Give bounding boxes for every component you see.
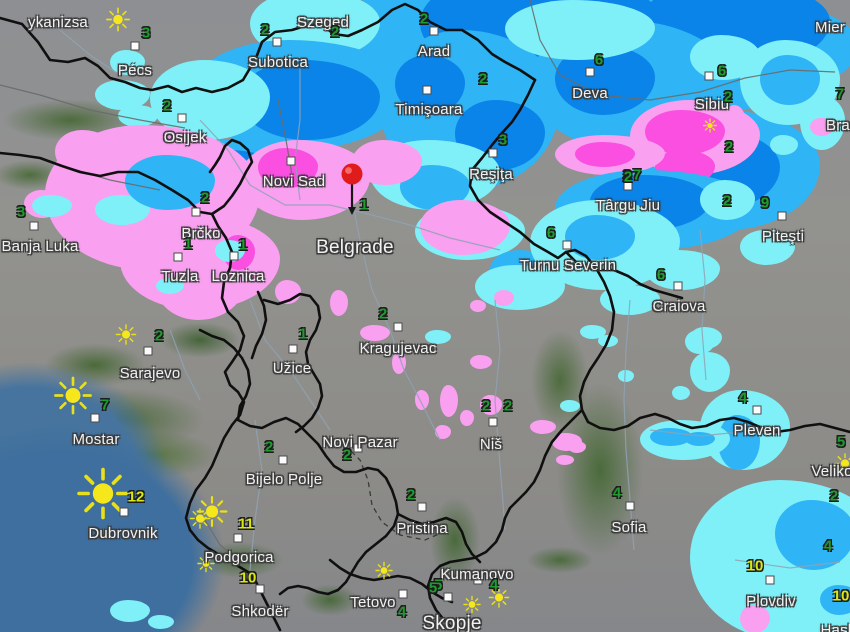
temperature-label: 6: [546, 224, 556, 242]
city-dot: [443, 592, 453, 602]
temperature-label: 2: [406, 486, 416, 504]
temperature-label: 3: [498, 131, 508, 149]
city-dot: [777, 211, 787, 221]
temperature-label: 2: [481, 397, 491, 415]
temperature-label: 4: [823, 537, 833, 555]
city-dot: [422, 85, 432, 95]
temperature-label: 2: [503, 397, 513, 415]
temperature-label: 2: [330, 23, 340, 41]
city-dot: [29, 221, 39, 231]
city-dot: [119, 507, 129, 517]
temperature-label: 2: [342, 446, 352, 464]
temperature-label: 2: [723, 88, 733, 106]
temperature-label: 2: [419, 10, 429, 28]
city-dot: [318, 17, 328, 27]
city-dot: [562, 240, 572, 250]
temperature-label: 5: [428, 579, 438, 597]
temperature-label: 1: [359, 196, 369, 214]
city-dot: [398, 589, 408, 599]
city-dot: [229, 251, 239, 261]
city-dot: [233, 533, 243, 543]
city-dot: [278, 455, 288, 465]
temperature-label: 2: [829, 487, 839, 505]
temperature-label: 7: [100, 396, 110, 414]
temperature-label: 5: [836, 433, 846, 451]
temperature-label: 9: [760, 194, 770, 212]
city-dot: [752, 405, 762, 415]
temperature-label: 2: [154, 327, 164, 345]
city-dot: [177, 113, 187, 123]
temperature-label: 4: [397, 603, 407, 621]
city-dot: [585, 67, 595, 77]
temperature-label: 7: [632, 166, 642, 184]
temperature-label: 4: [612, 484, 622, 502]
city-dot: [429, 26, 439, 36]
city-dot: [255, 584, 265, 594]
temperature-label: 11: [238, 515, 254, 533]
temperature-label: 2: [722, 192, 732, 210]
temperature-label: 6: [717, 62, 727, 80]
city-dot: [272, 37, 282, 47]
temperature-label: 4: [489, 576, 499, 594]
temperature-label: 5: [433, 576, 443, 594]
city-dot: [143, 346, 153, 356]
temperature-label: 2: [724, 138, 734, 156]
city-dot: [765, 575, 775, 585]
city-dot: [673, 281, 683, 291]
temperature-label: 1: [238, 236, 248, 254]
city-dot: [623, 181, 633, 191]
city-dot: [130, 41, 140, 51]
city-dot: [286, 156, 296, 166]
temperature-label: 3: [141, 24, 151, 42]
city-dot: [288, 344, 298, 354]
temperature-label: 2: [478, 70, 488, 88]
temperature-label: 1: [183, 235, 193, 253]
city-dot: [488, 417, 498, 427]
temperature-label: 4: [738, 389, 748, 407]
city-dot: [191, 207, 201, 217]
temperature-label: 2: [260, 21, 270, 39]
temperature-label: 7: [835, 85, 845, 103]
temperature-label: 10: [239, 569, 257, 587]
temperature-label: 6: [656, 266, 666, 284]
temperature-label: 2: [623, 168, 633, 186]
temperature-label: 2: [622, 167, 632, 185]
temperature-label: 10: [746, 557, 764, 575]
temperature-label: 2: [162, 97, 172, 115]
city-dot: [704, 71, 714, 81]
temperature-label: 10: [832, 587, 850, 605]
city-dot: [173, 252, 183, 262]
city-dot: [393, 322, 403, 332]
temperature-label: 2: [200, 189, 210, 207]
temperature-label: 6: [594, 51, 604, 69]
temperature-label: 3: [16, 203, 26, 221]
temperature-label: 1: [298, 325, 308, 343]
city-dot: [353, 443, 363, 453]
city-dot: [417, 502, 427, 512]
city-dot: [473, 575, 483, 585]
temperature-label: 2: [378, 305, 388, 323]
temperature-label: 2: [264, 438, 274, 456]
city-dot: [488, 148, 498, 158]
city-dot: [625, 501, 635, 511]
temperature-label: 12: [127, 488, 145, 506]
city-dot: [90, 413, 100, 423]
